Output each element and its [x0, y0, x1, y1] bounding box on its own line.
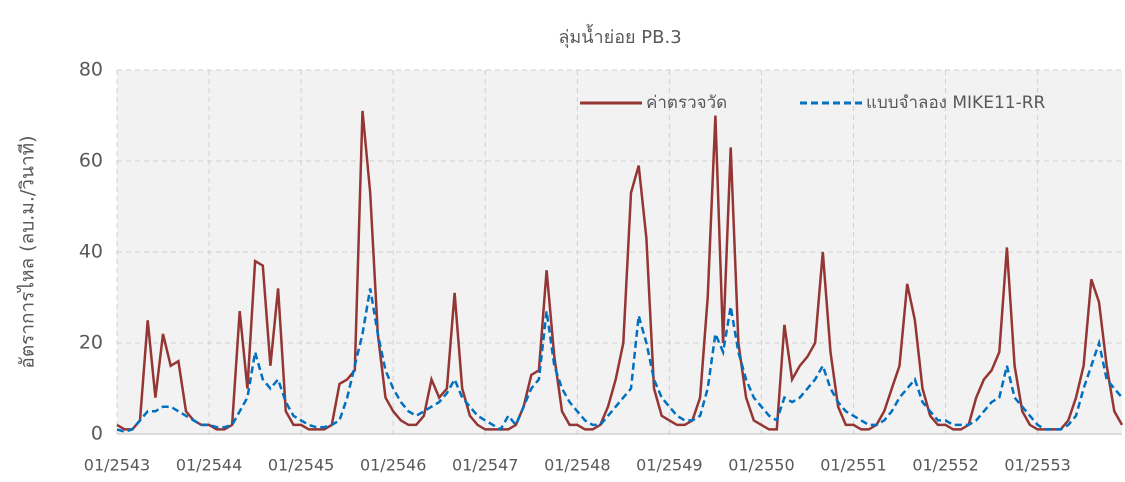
x-tick-label: 01/2548: [544, 456, 610, 475]
x-tick-label: 01/2553: [1004, 456, 1070, 475]
x-tick-label: 01/2544: [176, 456, 242, 475]
legend-label: แบบจำลอง MIKE11-RR: [866, 93, 1046, 113]
chart-title: ลุ่มน้ำย่อย PB.3: [558, 24, 681, 48]
y-axis-label: อัตราการไหล (ลบ.ม./วินาที): [17, 135, 39, 368]
y-tick-label: 60: [79, 150, 103, 172]
legend-label: ค่าตรวจวัด: [646, 93, 727, 113]
x-tick-label: 01/2551: [820, 456, 886, 475]
y-tick-label: 0: [91, 423, 103, 445]
plot-area: [117, 70, 1122, 434]
x-tick-label: 01/2543: [84, 456, 150, 475]
x-tick-label: 01/2550: [728, 456, 794, 475]
x-tick-label: 01/2545: [268, 456, 334, 475]
series-line: [116, 110, 1124, 431]
y-tick-label: 80: [79, 59, 103, 81]
x-tick-label: 01/2549: [636, 456, 702, 475]
x-tick-label: 01/2546: [360, 456, 426, 475]
x-tick-label: 01/2547: [452, 456, 518, 475]
series-line: [116, 288, 1123, 434]
y-tick-label: 40: [79, 241, 103, 263]
x-tick-label: 01/2552: [912, 456, 978, 475]
y-tick-label: 20: [79, 332, 103, 354]
